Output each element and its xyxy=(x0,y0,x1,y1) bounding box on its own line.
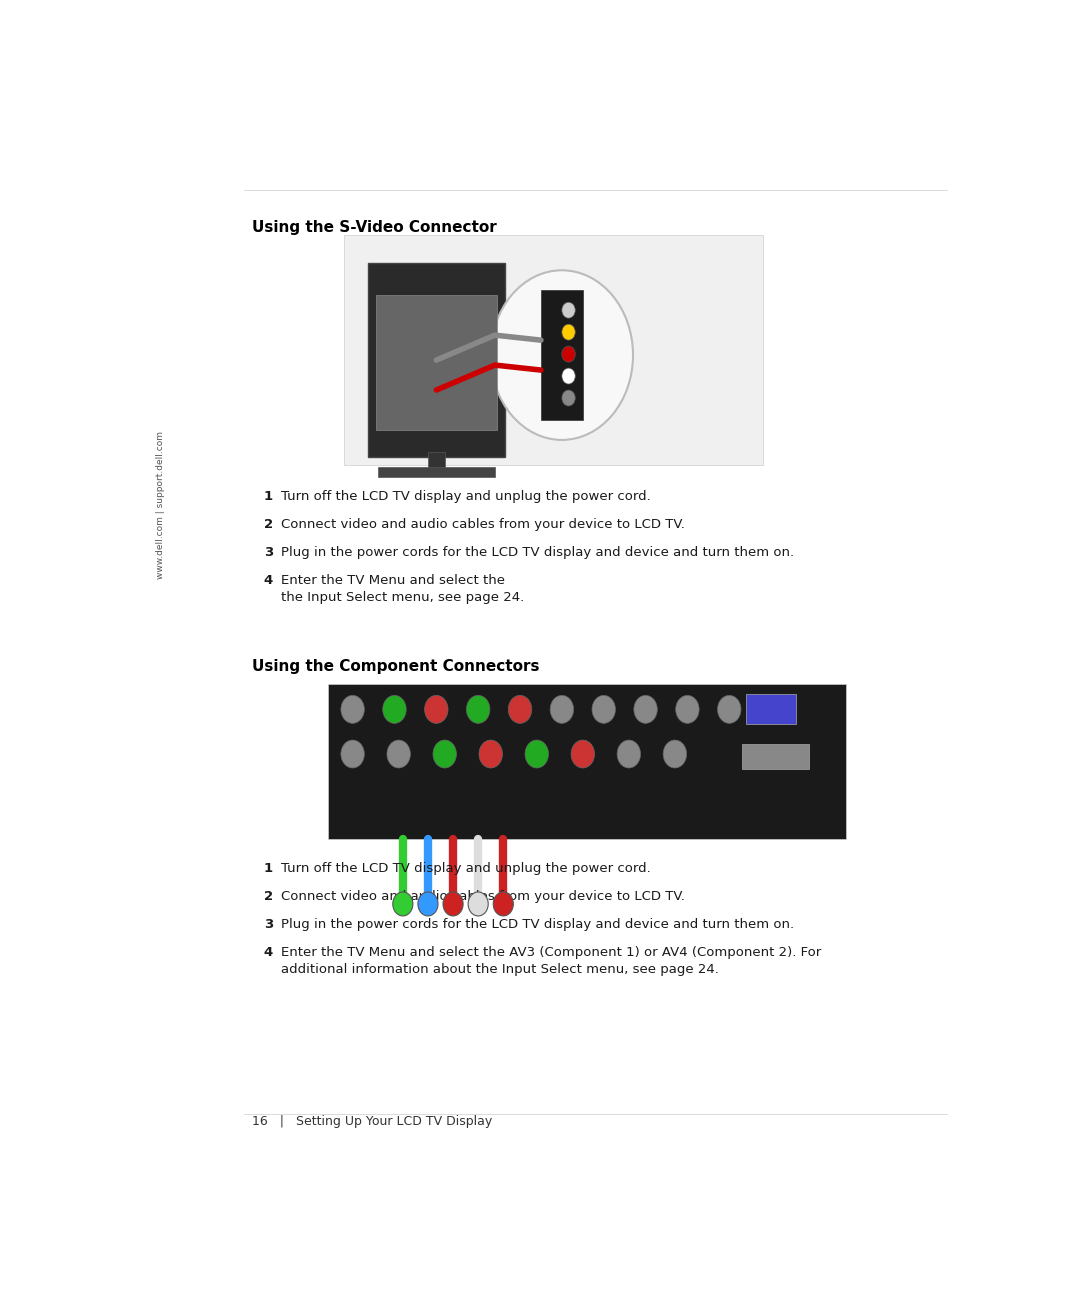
FancyBboxPatch shape xyxy=(428,452,445,470)
Circle shape xyxy=(490,271,633,439)
Text: additional information about the Input Select menu, see page 24.: additional information about the Input S… xyxy=(282,963,719,976)
Text: 3: 3 xyxy=(264,546,273,559)
Circle shape xyxy=(759,696,783,723)
Circle shape xyxy=(562,390,576,406)
Circle shape xyxy=(418,892,438,916)
Circle shape xyxy=(393,892,413,916)
Text: 16   |   Setting Up Your LCD TV Display: 16 | Setting Up Your LCD TV Display xyxy=(253,1116,492,1129)
Text: 4: 4 xyxy=(264,574,273,587)
Circle shape xyxy=(382,696,406,723)
Circle shape xyxy=(676,696,699,723)
Text: 1: 1 xyxy=(264,862,273,875)
Circle shape xyxy=(562,368,576,384)
FancyBboxPatch shape xyxy=(376,295,497,430)
FancyBboxPatch shape xyxy=(746,695,796,724)
Circle shape xyxy=(494,892,513,916)
FancyBboxPatch shape xyxy=(367,263,505,457)
Text: Turn off the LCD TV display and unplug the power cord.: Turn off the LCD TV display and unplug t… xyxy=(282,862,651,875)
Text: Enter the TV Menu and select the: Enter the TV Menu and select the xyxy=(282,574,510,587)
Text: 2: 2 xyxy=(264,890,273,903)
Text: Connect video and audio cables from your device to LCD TV.: Connect video and audio cables from your… xyxy=(282,890,686,903)
Text: Using the Component Connectors: Using the Component Connectors xyxy=(253,660,540,674)
Text: Plug in the power cords for the LCD TV display and device and turn them on.: Plug in the power cords for the LCD TV d… xyxy=(282,918,795,931)
Circle shape xyxy=(467,696,490,723)
Circle shape xyxy=(617,740,640,769)
Text: 4: 4 xyxy=(264,946,273,959)
Text: Turn off the LCD TV display and unplug the power cord.: Turn off the LCD TV display and unplug t… xyxy=(282,490,651,503)
Circle shape xyxy=(525,740,549,769)
Circle shape xyxy=(571,740,594,769)
Circle shape xyxy=(634,696,658,723)
Text: Enter the TV Menu and select the AV3 (Component 1) or AV4 (Component 2). For: Enter the TV Menu and select the AV3 (Co… xyxy=(282,946,822,959)
Circle shape xyxy=(433,740,457,769)
Text: Using the S-Video Connector: Using the S-Video Connector xyxy=(253,220,497,236)
Circle shape xyxy=(717,696,741,723)
Circle shape xyxy=(468,892,488,916)
Circle shape xyxy=(663,740,687,769)
FancyBboxPatch shape xyxy=(541,290,583,420)
Circle shape xyxy=(562,324,576,340)
Text: 1: 1 xyxy=(264,490,273,503)
Circle shape xyxy=(562,346,576,362)
Circle shape xyxy=(387,740,410,769)
Text: the Input Select menu, see page 24.: the Input Select menu, see page 24. xyxy=(282,591,525,604)
Circle shape xyxy=(592,696,616,723)
Text: 3: 3 xyxy=(264,918,273,931)
Circle shape xyxy=(480,740,502,769)
Text: Connect video and audio cables from your device to LCD TV.: Connect video and audio cables from your… xyxy=(282,518,686,531)
Circle shape xyxy=(550,696,573,723)
Circle shape xyxy=(509,696,531,723)
Circle shape xyxy=(443,892,463,916)
Circle shape xyxy=(424,696,448,723)
Circle shape xyxy=(341,740,364,769)
Text: Plug in the power cords for the LCD TV display and device and turn them on.: Plug in the power cords for the LCD TV d… xyxy=(282,546,795,559)
FancyBboxPatch shape xyxy=(327,684,847,839)
Text: www.dell.com | support.dell.com: www.dell.com | support.dell.com xyxy=(156,430,164,579)
Circle shape xyxy=(341,696,364,723)
Text: 2: 2 xyxy=(264,518,273,531)
FancyBboxPatch shape xyxy=(378,467,495,477)
FancyBboxPatch shape xyxy=(345,236,762,465)
Circle shape xyxy=(562,302,576,319)
FancyBboxPatch shape xyxy=(742,744,809,770)
